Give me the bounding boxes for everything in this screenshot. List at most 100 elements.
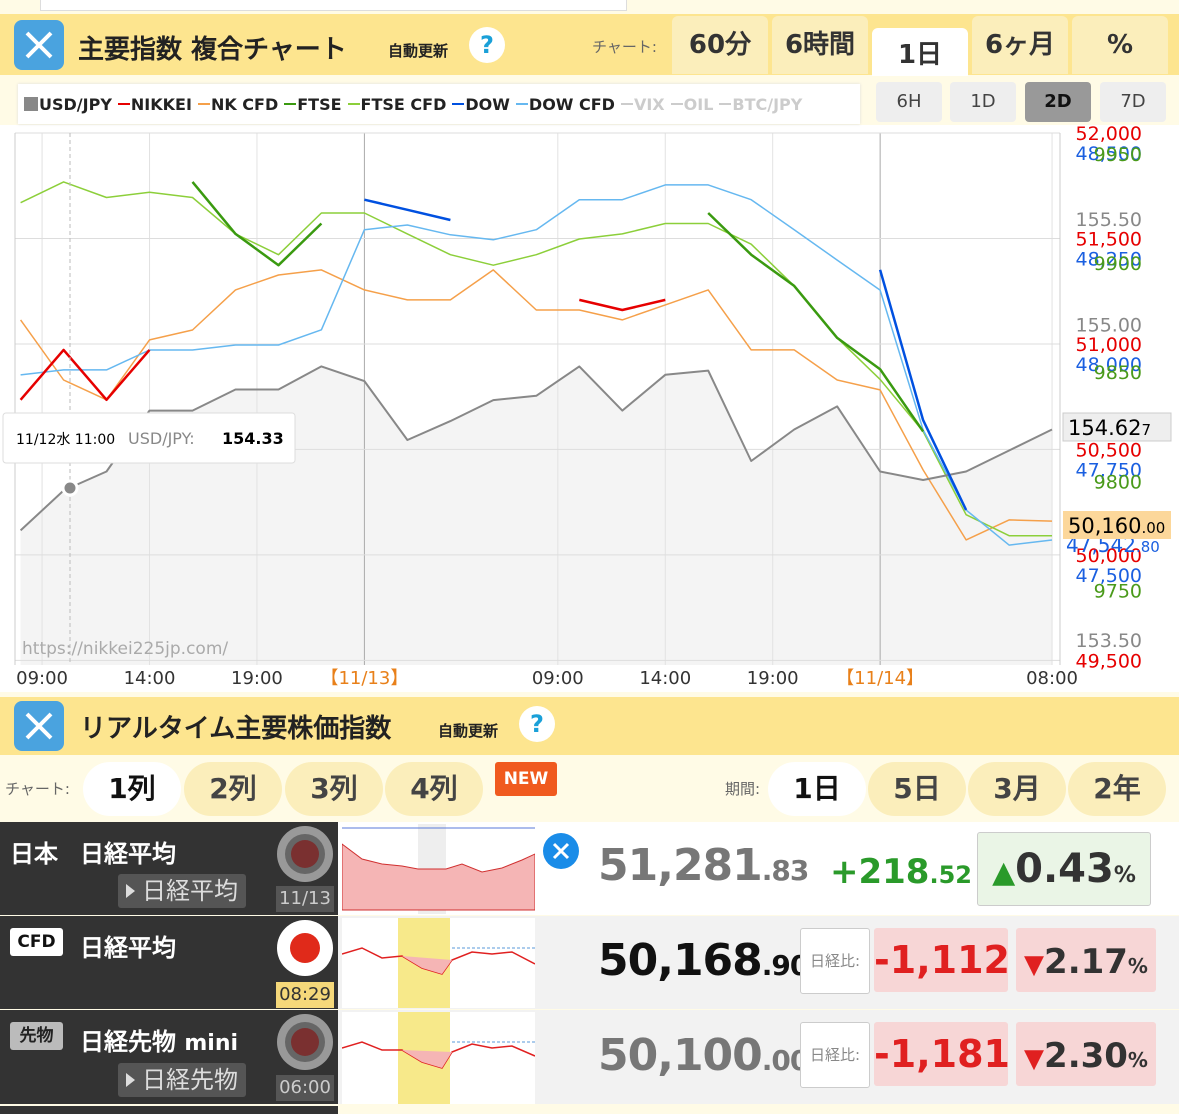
period-pill[interactable]: 3月 xyxy=(968,762,1066,816)
current-label: 154.627 xyxy=(1068,416,1151,440)
watermark: https://nikkei225jp.com/ xyxy=(22,639,228,659)
column-button[interactable]: 1列 xyxy=(83,762,181,816)
auto-update: 自動更新 xyxy=(438,722,499,740)
column-button[interactable]: 3列 xyxy=(285,762,383,816)
time: 06:00 xyxy=(276,1075,334,1101)
legend-item[interactable]: VIX xyxy=(620,94,665,114)
legend-swatch xyxy=(347,103,360,105)
x-icon[interactable] xyxy=(14,20,64,70)
tag-main: 154.62 xyxy=(1068,416,1141,440)
link[interactable]: 日経先物 xyxy=(118,1063,246,1097)
chart-label: チャート: xyxy=(592,38,657,56)
percent: 0.43 xyxy=(1015,846,1114,892)
column-button[interactable]: 2列 xyxy=(184,762,282,816)
legend-label: BTC/JPY xyxy=(732,94,803,114)
percent-unit: % xyxy=(1113,863,1136,888)
percent-unit: % xyxy=(1127,1048,1148,1072)
x-tick-label: 19:00 xyxy=(231,668,283,689)
change-int: +218 xyxy=(830,852,930,892)
legend-item[interactable]: FTSE CFD xyxy=(347,95,446,114)
period-pill[interactable]: 5日 xyxy=(868,762,966,816)
legend-swatch xyxy=(670,103,683,105)
diff-label: 日経比: xyxy=(800,1022,870,1088)
series-line xyxy=(19,269,1053,541)
x-tick-label: 14:00 xyxy=(639,668,691,689)
price: 50,100.00 xyxy=(598,1030,809,1081)
x-logo xyxy=(25,712,53,740)
y-tick-label: 9800 xyxy=(1094,471,1142,493)
link[interactable]: 日経平均 xyxy=(118,874,246,908)
percent-unit: % xyxy=(1127,954,1148,978)
y-tick-label: 153.50 xyxy=(1076,630,1142,652)
period-button[interactable]: 6H xyxy=(876,82,942,122)
legend-swatch xyxy=(284,103,297,105)
time: 11/13 xyxy=(276,886,334,912)
period-button[interactable]: 7D xyxy=(1100,82,1166,122)
x-icon[interactable] xyxy=(14,701,64,751)
tab[interactable]: 6ヶ月 xyxy=(972,16,1068,74)
mini-chart xyxy=(342,918,535,1008)
tooltip-time: 11/12水 11:00 xyxy=(16,432,115,448)
legend-item[interactable]: OIL xyxy=(670,94,714,114)
legend-item[interactable]: BTC/JPY xyxy=(719,95,802,114)
percent-box: ▼2.30% xyxy=(1016,1022,1156,1086)
help[interactable]: ? xyxy=(469,27,505,63)
legend-item[interactable]: USD/JPY xyxy=(24,95,112,114)
chart-label: チャート: xyxy=(5,780,70,798)
tab[interactable]: % xyxy=(1072,16,1168,74)
period-button[interactable]: 1D xyxy=(950,82,1016,122)
badge: 日本 xyxy=(10,840,58,868)
legend-item[interactable]: NK CFD xyxy=(197,95,278,114)
period-pill[interactable]: 2年 xyxy=(1068,762,1166,816)
tab[interactable]: 60分 xyxy=(672,16,768,74)
x-tick-label: 14:00 xyxy=(124,668,176,689)
y-tick-label: 9950 xyxy=(1094,144,1142,166)
tab[interactable]: 1日 xyxy=(872,28,968,76)
arrow: ▼ xyxy=(1024,1044,1045,1074)
name-main: 日経先物 xyxy=(80,1028,176,1056)
x-tick-label: 09:00 xyxy=(16,668,68,689)
help[interactable]: ? xyxy=(519,706,555,742)
legend-label: OIL xyxy=(683,94,714,114)
record-icon[interactable] xyxy=(276,825,334,883)
y-tick-label: 155.00 xyxy=(1076,314,1142,336)
record-icon[interactable] xyxy=(276,919,334,977)
x-badge[interactable] xyxy=(542,832,580,870)
legend-label: USD/JPY xyxy=(39,94,112,114)
series-line xyxy=(20,181,1052,537)
period-button[interactable]: 2D xyxy=(1025,82,1091,122)
legend-swatch xyxy=(452,103,465,105)
section-bar xyxy=(0,697,1179,755)
arrow: ▲ xyxy=(992,855,1016,890)
tag-main: 50,160 xyxy=(1068,514,1141,538)
percent: 2.30 xyxy=(1044,1036,1128,1076)
name: 日経平均 xyxy=(80,934,176,962)
badge: 先物 xyxy=(10,1022,63,1050)
x-tick-label: 【11/13】 xyxy=(320,668,408,689)
y-tick-label: 50,000 xyxy=(1076,545,1142,567)
name-suffix: mini xyxy=(184,1031,239,1056)
record-icon[interactable] xyxy=(276,1013,334,1071)
period-pill[interactable]: 1日 xyxy=(768,762,866,816)
current-label: 50,160.00 xyxy=(1068,514,1165,538)
diff: -1,181 xyxy=(874,1022,1010,1086)
column-button[interactable]: 4列 xyxy=(385,762,483,816)
legend-item[interactable]: DOW xyxy=(452,95,510,114)
diff-label: 日経比: xyxy=(800,928,870,994)
price-int: 50,168 xyxy=(598,935,763,986)
series-line xyxy=(19,365,1053,532)
legend-item[interactable]: DOW CFD xyxy=(515,94,615,114)
new-badge: NEW xyxy=(495,762,557,796)
legend-label: VIX xyxy=(633,94,665,114)
y-tick-label: 52,000 xyxy=(1076,123,1142,145)
legend-item[interactable]: NIKKEI xyxy=(117,95,192,114)
tab[interactable]: 6時間 xyxy=(772,16,868,74)
y-tick-label: 9900 xyxy=(1094,253,1142,275)
price-dec: .83 xyxy=(761,854,810,887)
legend-label: DOW CFD xyxy=(528,94,615,114)
series-line xyxy=(364,198,968,511)
legend-swatch xyxy=(24,97,38,111)
legend-item[interactable]: FTSE xyxy=(284,95,342,114)
arrow: ▼ xyxy=(1024,950,1045,980)
